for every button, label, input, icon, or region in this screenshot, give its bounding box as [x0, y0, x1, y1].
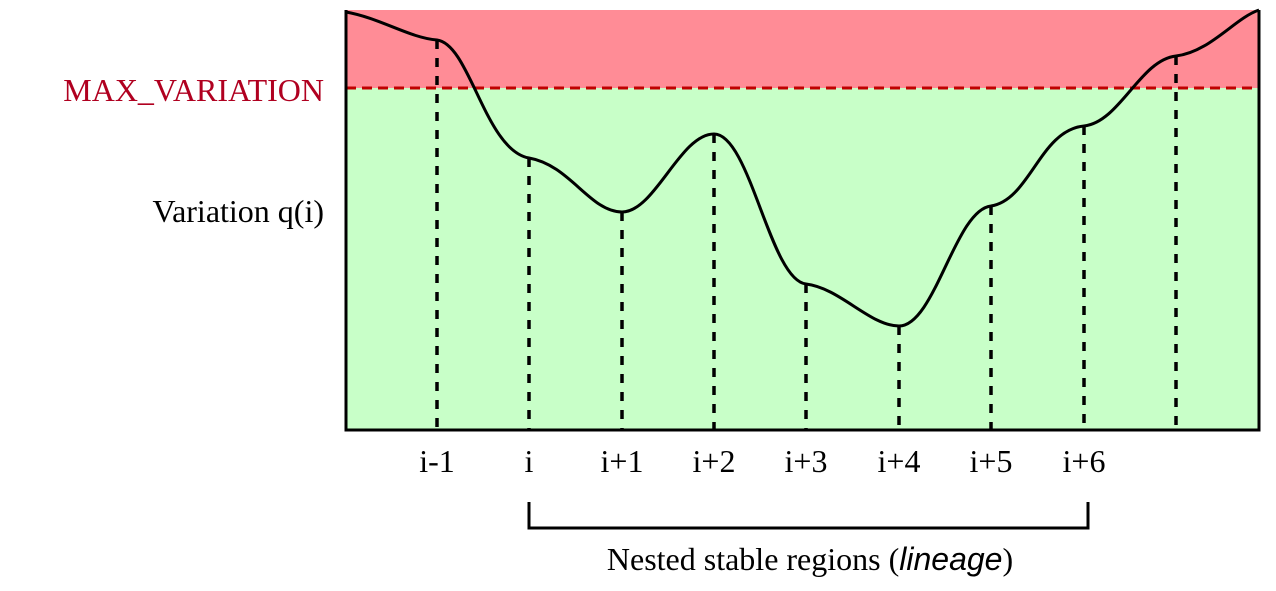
tick-label: i+3 — [785, 443, 828, 479]
variation-curve — [345, 8, 1260, 328]
lineage-caption-prefix: Nested stable regions ( — [607, 541, 899, 577]
tick-label: i-1 — [419, 443, 455, 479]
tick-label: i+6 — [1063, 443, 1106, 479]
above-threshold-zone — [346, 10, 1259, 88]
lineage-caption-italic: lineage — [899, 541, 1002, 577]
lineage-bracket — [527, 502, 1090, 530]
below-threshold-zone — [346, 88, 1259, 430]
lineage-caption: Nested stable regions (lineage) — [607, 541, 1013, 577]
tick-label: i+1 — [601, 443, 644, 479]
tick-labels: i-1 i i+1 i+2 i+3 i+4 i+5 i+6 — [419, 443, 1105, 479]
max-variation-label: MAX_VARIATION — [63, 72, 324, 108]
tick-label: i+5 — [970, 443, 1013, 479]
tick-label: i — [525, 443, 534, 479]
lineage-caption-suffix: ) — [1002, 541, 1013, 577]
tick-label: i+2 — [693, 443, 736, 479]
variation-label: Variation q(i) — [153, 193, 325, 229]
chart-frame — [344, 10, 1261, 432]
tick-label: i+4 — [878, 443, 921, 479]
drop-lines — [435, 40, 1178, 430]
